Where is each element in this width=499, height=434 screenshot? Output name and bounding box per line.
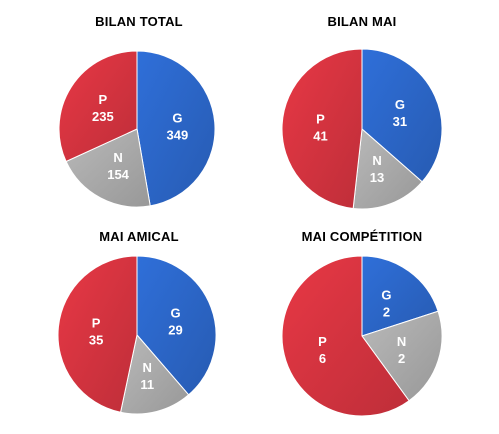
pie-slice-g: [136, 50, 216, 207]
slice-value-label: 31: [393, 114, 407, 129]
pie-slice-g: [136, 255, 217, 396]
pie-slice-p: [281, 255, 410, 417]
pie-slice-n: [65, 128, 151, 208]
pie-slice-n: [119, 333, 190, 415]
slice-category-label: G: [381, 287, 391, 302]
slice-value-label: 6: [319, 351, 326, 366]
pie-slice-g: [361, 255, 439, 337]
pie-bilan-total: G 349 N 154 P 235: [58, 50, 216, 208]
chart-title-bilan-mai: BILAN MAI: [327, 14, 397, 29]
chart-title-mai-amical: MAI AMICAL: [99, 229, 179, 244]
slice-value-label: 2: [398, 351, 405, 366]
pie-slice-p: [57, 255, 138, 413]
slice-value-label: 35: [89, 333, 103, 348]
chart-title-mai-competition: MAI COMPÉTITION: [301, 229, 423, 244]
pie-mai-amical: G 29 N 11 P 35: [57, 255, 217, 415]
slice-value-label: 349: [167, 128, 189, 143]
slice-value-label: 2: [383, 304, 390, 319]
slice-value-label: 13: [370, 170, 384, 185]
slice-category-label: P: [99, 92, 108, 107]
slice-value-label: 41: [313, 129, 327, 144]
pie-slice-p: [281, 48, 363, 210]
slice-category-label: N: [143, 360, 152, 375]
slice-category-label: P: [318, 334, 327, 349]
pie-slice-n: [352, 127, 423, 210]
pie-slice-p: [58, 50, 138, 163]
slice-category-label: G: [395, 97, 405, 112]
slice-value-label: 11: [140, 377, 154, 392]
slice-value-label: 154: [107, 167, 129, 182]
slice-category-label: P: [92, 316, 101, 331]
pie-slice-g: [361, 48, 443, 183]
slice-category-label: N: [397, 334, 406, 349]
slice-category-label: G: [172, 111, 182, 126]
slice-category-label: P: [316, 112, 325, 127]
slice-value-label: 29: [168, 323, 182, 338]
slice-category-label: N: [372, 153, 381, 168]
chart-title-bilan-total: BILAN TOTAL: [95, 14, 183, 29]
slice-value-label: 235: [92, 109, 114, 124]
slice-category-label: G: [170, 306, 180, 321]
pie-bilan-mai: G 31 N 13 P 41: [281, 48, 443, 210]
slice-category-label: N: [113, 150, 122, 165]
pie-slice-n: [361, 310, 443, 402]
